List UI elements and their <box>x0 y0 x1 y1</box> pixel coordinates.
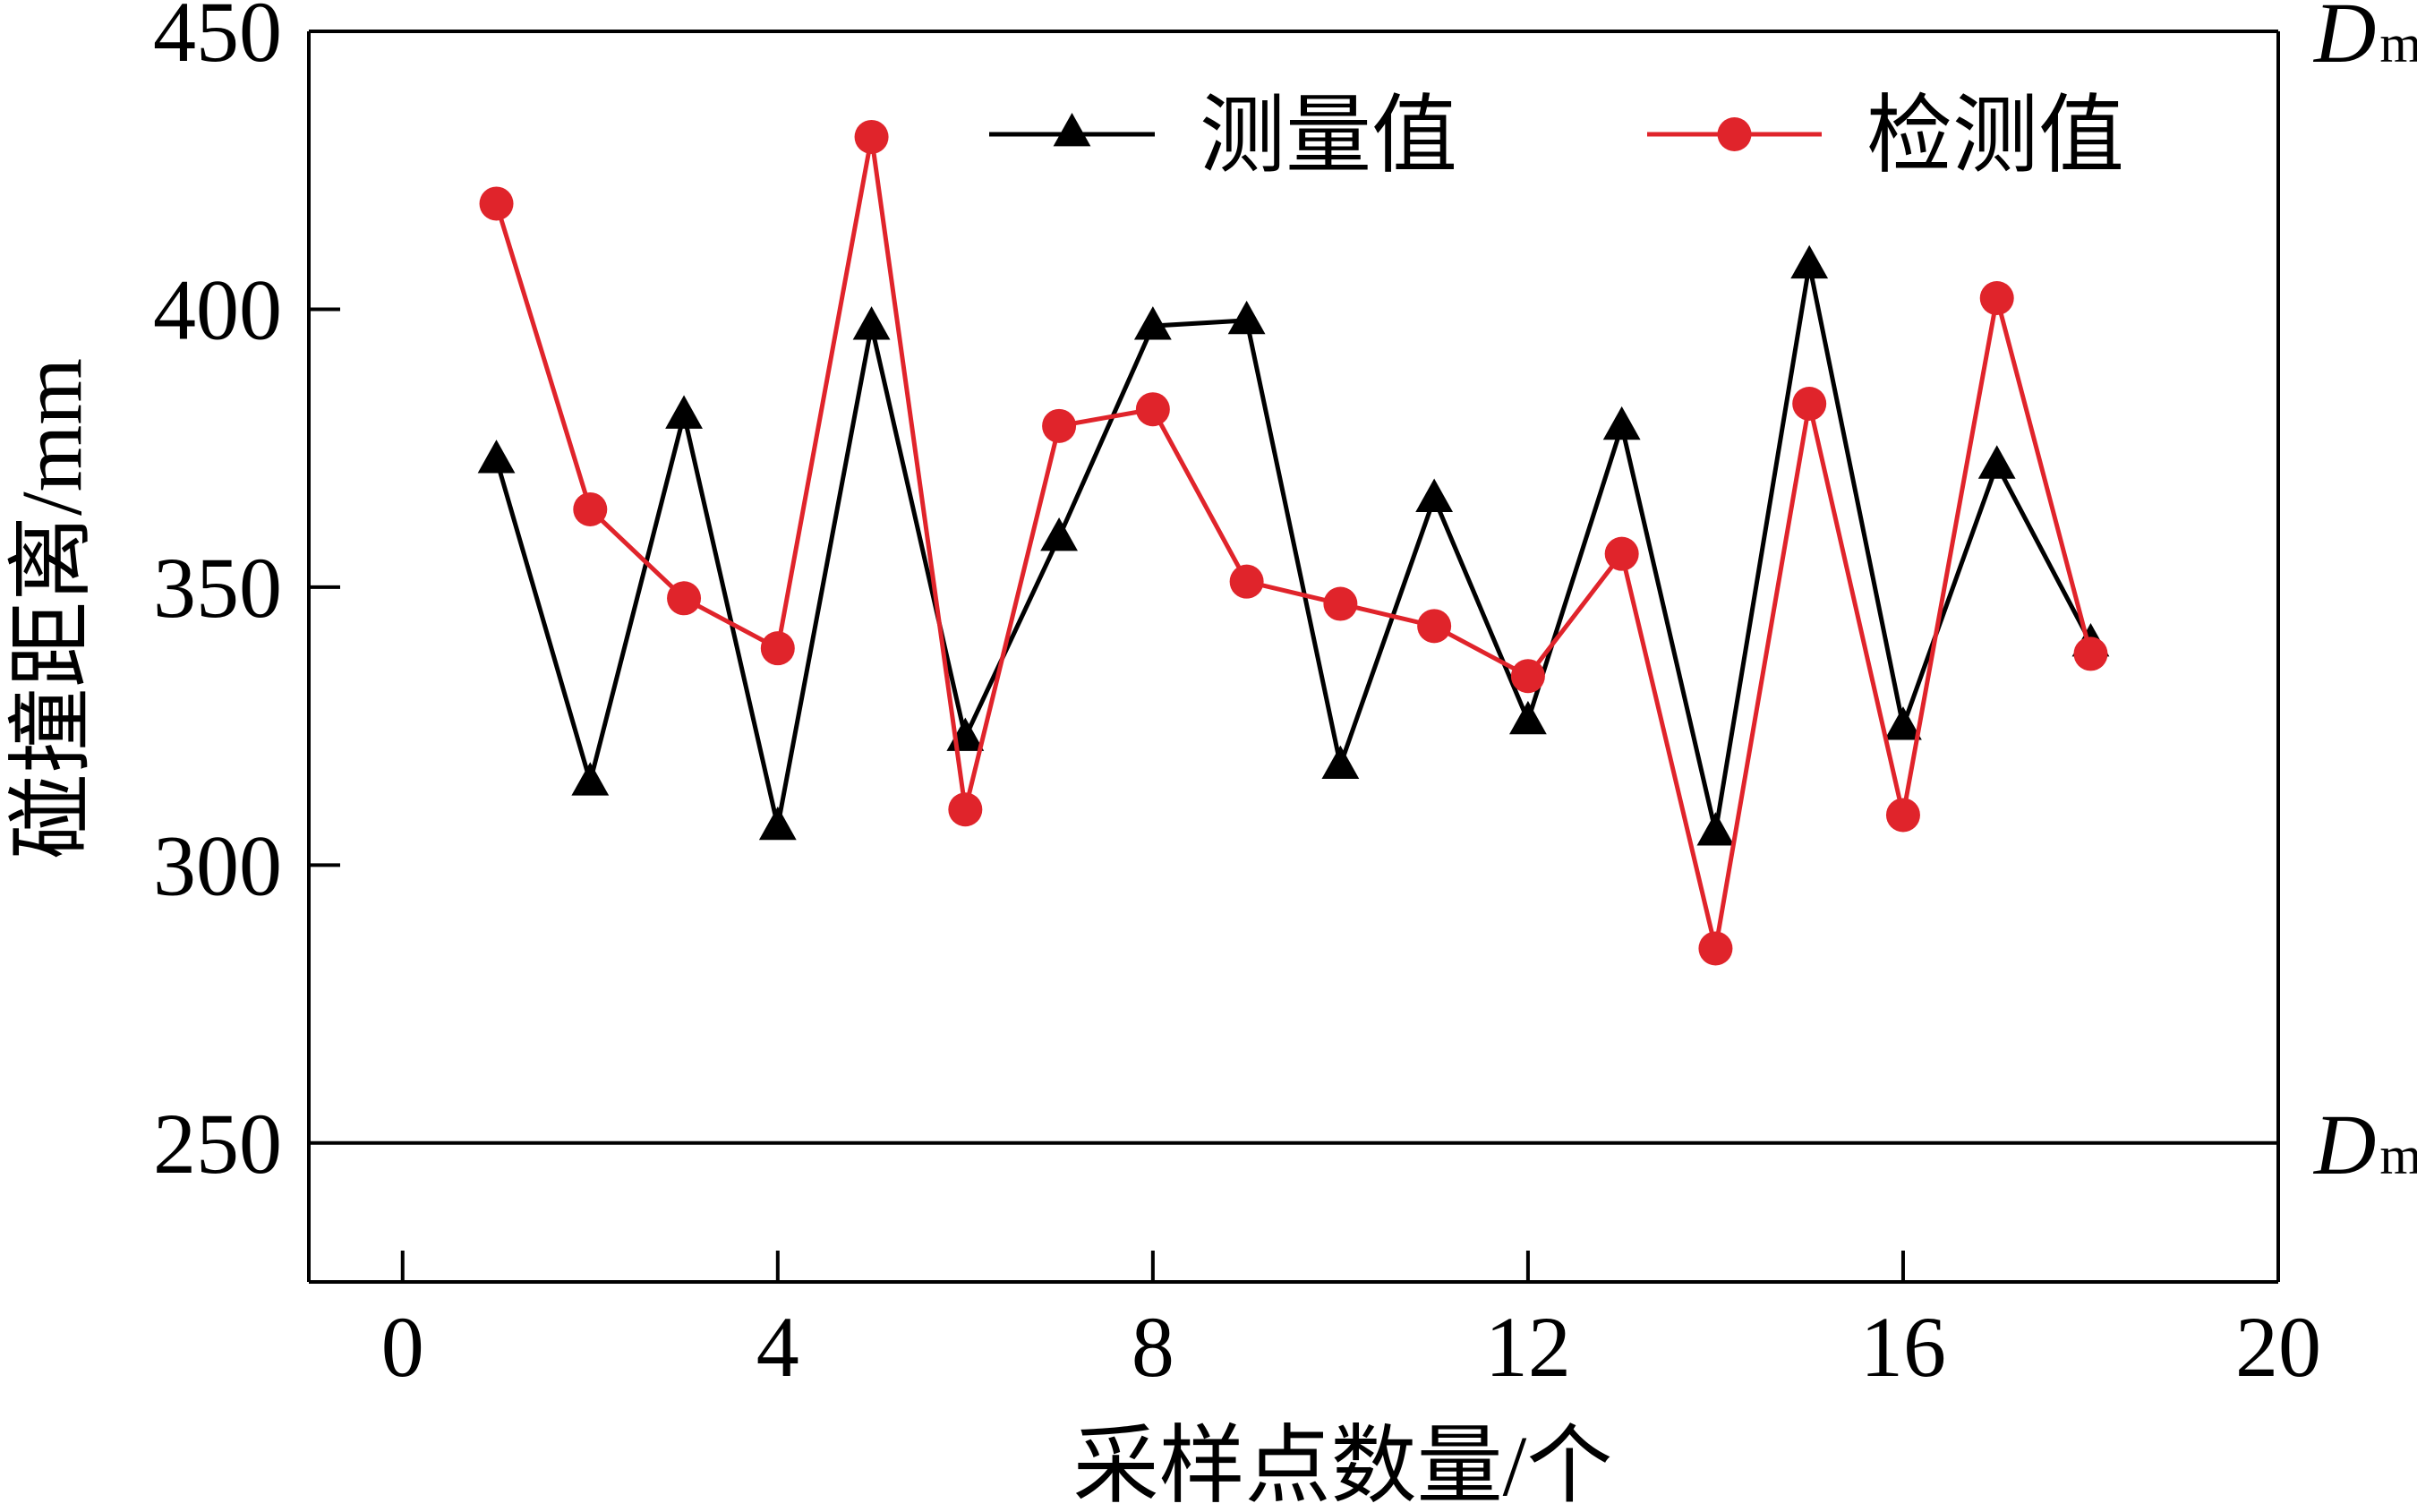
series-line <box>494 136 2093 950</box>
legend-item: 检测值 <box>1647 88 2124 184</box>
y-tick-label: 400 <box>153 261 282 357</box>
data-point <box>1040 517 1078 551</box>
data-point <box>1323 586 1358 621</box>
legend-marker <box>1053 113 1091 147</box>
data-point <box>1698 931 1733 966</box>
x-axis-label: 采样点数量/个 <box>1073 1418 1613 1512</box>
data-point <box>1510 659 1545 694</box>
data-series <box>477 119 2110 966</box>
x-tick-label: 0 <box>381 1299 424 1395</box>
data-point <box>948 792 983 827</box>
data-point <box>1135 392 1170 427</box>
data-point <box>1885 798 1920 833</box>
data-point <box>667 581 702 616</box>
legend-item: 测量值 <box>989 88 1457 184</box>
data-point <box>479 186 514 221</box>
x-axis-ticks: 0 4 8 12 16 20 <box>381 1251 2321 1395</box>
data-point <box>1790 244 1829 279</box>
data-point <box>852 306 891 340</box>
x-tick-label: 20 <box>2235 1299 2321 1395</box>
data-point <box>1415 478 1454 512</box>
plot-frame <box>307 31 2280 1284</box>
data-point <box>1042 408 1077 443</box>
data-point <box>573 491 608 526</box>
data-point <box>1229 564 1264 599</box>
y-tick-label: 350 <box>153 540 282 636</box>
series-1 <box>477 244 2110 846</box>
x-tick-label: 16 <box>1860 1299 1946 1395</box>
data-point <box>2073 636 2108 671</box>
data-point <box>1133 306 1172 340</box>
x-tick-label: 4 <box>756 1299 799 1395</box>
y-tick-label: 250 <box>153 1096 282 1192</box>
legend-marker <box>1717 117 1752 151</box>
legend: 测量值 检测值 <box>989 88 2124 184</box>
y-axis-label: 碰撞距离/mm <box>4 358 99 859</box>
reference-line-label: Dmin <box>2312 1097 2417 1192</box>
data-point <box>1792 386 1827 421</box>
data-point <box>1884 706 1922 740</box>
data-point <box>1509 700 1547 735</box>
data-point <box>571 762 610 796</box>
y-axis-ticks: 250 300 350 400 450 <box>153 0 340 1192</box>
data-point <box>1979 281 2014 316</box>
legend-label: 测量值 <box>1200 88 1457 184</box>
legend-label: 检测值 <box>1866 88 2124 184</box>
reference-line-label: Dmax <box>2312 0 2417 81</box>
data-point <box>1227 300 1266 335</box>
data-point <box>758 806 797 841</box>
data-point <box>1602 406 1641 440</box>
data-point <box>665 395 703 429</box>
series-2 <box>479 119 2108 966</box>
data-point <box>1417 609 1452 644</box>
data-point <box>477 440 516 474</box>
series-line <box>494 264 2093 833</box>
data-point <box>760 631 795 666</box>
reference-lines: Dmax Dmin <box>309 0 2417 1192</box>
data-point <box>1696 812 1735 846</box>
data-point <box>854 119 889 154</box>
y-tick-label: 300 <box>153 817 282 913</box>
data-point <box>1977 445 2016 479</box>
data-point <box>1321 745 1360 779</box>
x-tick-label: 12 <box>1485 1299 1571 1395</box>
data-point <box>1604 536 1639 571</box>
x-tick-label: 8 <box>1132 1299 1174 1395</box>
y-tick-label: 450 <box>153 0 282 80</box>
